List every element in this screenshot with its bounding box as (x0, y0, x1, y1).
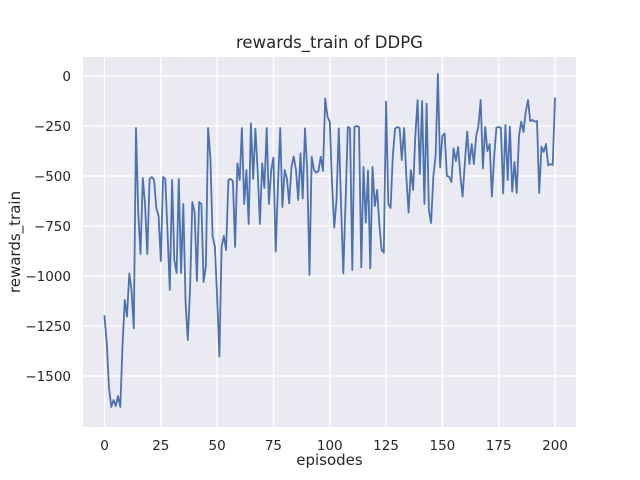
x-tick-label-50: 50 (209, 438, 226, 454)
chart-title: rewards_train of DDPG (236, 33, 423, 52)
x-tick-label-25: 25 (152, 438, 169, 454)
y-axis-label-text: rewards_train (6, 190, 24, 294)
x-tick-label-175: 175 (486, 438, 512, 454)
x-tick-label-125: 125 (373, 438, 399, 454)
x-tick-label-200: 200 (542, 438, 568, 454)
y-tick-label--500: −500 (34, 169, 71, 185)
x-tick-label-100: 100 (317, 438, 343, 454)
y-tick-label-0: 0 (62, 69, 71, 85)
x-axis-label: episodes (296, 451, 363, 469)
series-line-rewards_train (103, 73, 556, 408)
y-tick-label--250: −250 (34, 119, 71, 135)
x-tick-label-0: 0 (100, 438, 109, 454)
x-tick-label-150: 150 (429, 438, 455, 454)
y-tick-label--750: −750 (34, 219, 71, 235)
y-tick-label--1500: −1500 (25, 369, 71, 385)
y-tick-label--1250: −1250 (25, 319, 71, 335)
y-tick-label--1000: −1000 (25, 269, 71, 285)
x-tick-label-75: 75 (265, 438, 282, 454)
